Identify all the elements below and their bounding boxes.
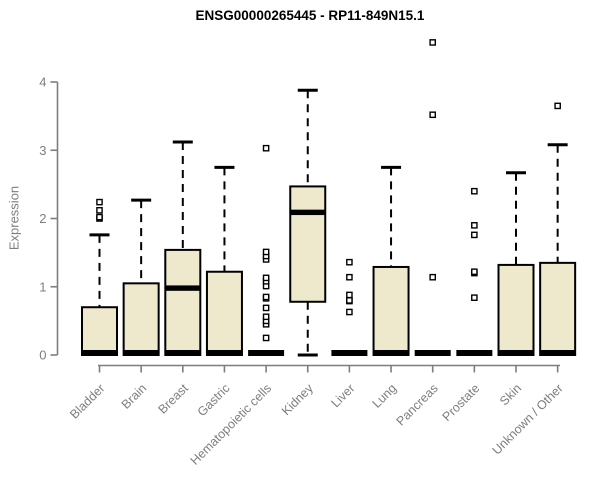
y-tick-label: 2 xyxy=(39,211,46,226)
outlier-point xyxy=(471,268,478,276)
outlier-point xyxy=(262,304,270,312)
outlier-point xyxy=(96,213,103,221)
outlier-point xyxy=(471,231,478,239)
y-tick-label: 3 xyxy=(39,143,46,158)
median-line xyxy=(498,350,534,356)
y-tick-label: 0 xyxy=(39,348,46,363)
x-tick-label: Liver xyxy=(328,381,357,410)
x-tick-label: Brain xyxy=(119,381,150,412)
box xyxy=(497,263,535,356)
median-line xyxy=(373,350,409,356)
outlier-point xyxy=(429,273,437,281)
y-tick-label: 1 xyxy=(39,279,46,294)
outlier-point xyxy=(262,144,270,152)
x-tick-label: Lung xyxy=(370,381,400,411)
outlier-point xyxy=(346,258,353,266)
outlier-point xyxy=(429,39,437,46)
box xyxy=(205,270,243,356)
median-line xyxy=(540,350,576,356)
collapsed-box xyxy=(331,350,368,356)
median-line xyxy=(290,209,326,216)
outlier-point xyxy=(96,207,103,214)
outlier-point xyxy=(262,334,270,342)
collapsed-box xyxy=(456,350,493,356)
box xyxy=(289,185,327,303)
outlier-point xyxy=(262,274,270,282)
chart-title: ENSG00000265445 - RP11-849N15.1 xyxy=(195,8,425,23)
median-line xyxy=(206,350,242,356)
x-tick-label: Prostate xyxy=(440,381,483,424)
median-line xyxy=(165,350,201,356)
box xyxy=(122,282,160,356)
x-tick-label: Skin xyxy=(497,381,524,408)
outlier-point xyxy=(262,248,270,256)
outlier-point xyxy=(471,294,478,301)
median-line xyxy=(82,350,117,356)
outlier-point xyxy=(429,111,437,119)
outlier-point xyxy=(346,291,353,299)
outlier-point xyxy=(96,198,103,206)
x-tick-label: Unknown / Other xyxy=(490,381,566,457)
x-tick-label: Pancreas xyxy=(394,381,441,428)
box xyxy=(539,261,577,356)
box xyxy=(164,248,202,357)
median-line xyxy=(123,350,159,356)
outlier-point xyxy=(346,273,353,281)
x-tick-label: Bladder xyxy=(67,381,107,421)
y-tick-label: 4 xyxy=(39,75,46,90)
outlier-point xyxy=(262,313,270,321)
x-tick-label: Kidney xyxy=(279,381,316,418)
collapsed-box xyxy=(248,350,285,356)
box xyxy=(372,265,410,356)
x-tick-label: Gastric xyxy=(195,381,233,419)
x-tick-label: Breast xyxy=(155,381,191,417)
outlier-point xyxy=(554,102,561,110)
outlier-point xyxy=(471,187,478,195)
x-tick-label: Hematopoietic cells xyxy=(188,381,275,468)
collapsed-box xyxy=(414,350,451,356)
outlier-point xyxy=(346,308,353,316)
outlier-point xyxy=(262,293,270,301)
median-line xyxy=(165,285,201,291)
outlier-point xyxy=(471,222,478,229)
box xyxy=(81,306,118,357)
outlier-point xyxy=(346,297,353,304)
